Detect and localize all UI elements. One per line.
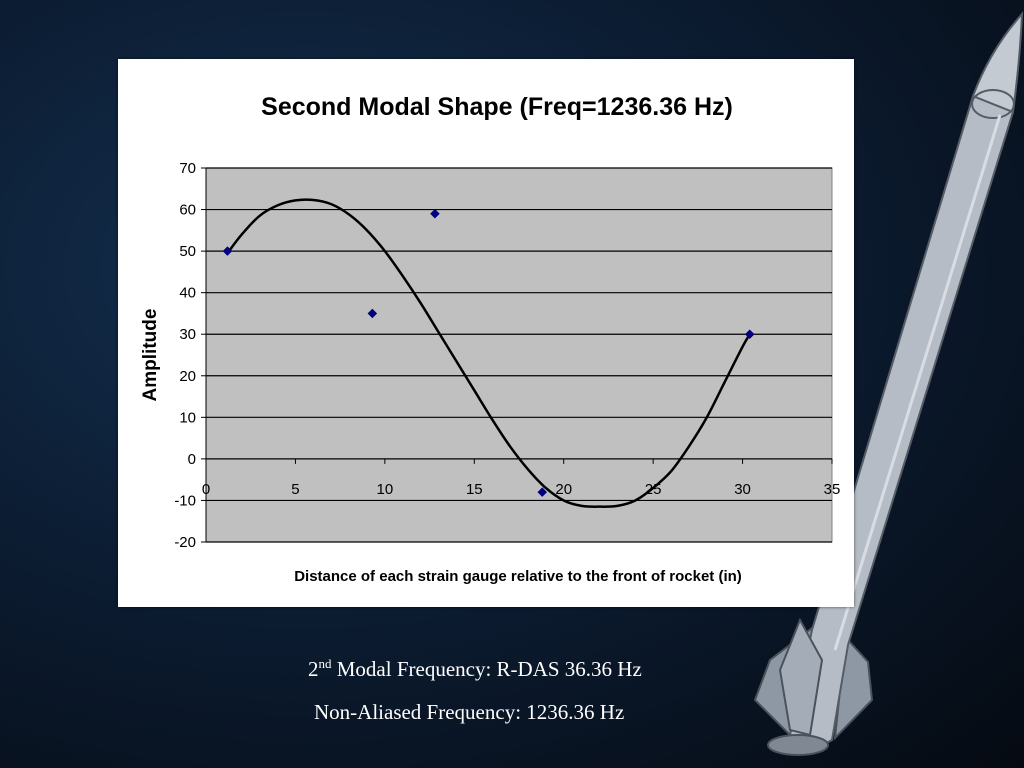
y-tick-label: 60 (179, 202, 196, 219)
rocket-nozzle (767, 734, 829, 756)
chart-title: Second Modal Shape (Freq=1236.36 Hz) (261, 93, 733, 121)
x-tick-label: 5 (291, 481, 299, 498)
rocket-nose-cone (971, 11, 1024, 114)
data-point (367, 308, 378, 319)
data-point (537, 487, 548, 497)
y-tick-labels: 70 60 50 40 30 20 10 0 -10 -20 (174, 160, 206, 551)
caption-modal-frequency: 2nd Modal Frequency: R-DAS 36.36 Hz (308, 656, 642, 682)
y-tick-label: 50 (179, 243, 196, 260)
grid-lines (206, 167, 832, 543)
y-tick-label: 70 (179, 160, 196, 177)
chart-panel: Second Modal Shape (Freq=1236.36 Hz) 70 6… (118, 59, 854, 607)
x-tick-label: 15 (466, 481, 483, 498)
y-axis-label: Amplitude (140, 309, 161, 402)
data-point (430, 208, 440, 219)
y-tick-label: 30 (179, 326, 196, 343)
x-tick-label: 10 (377, 481, 394, 498)
rocket-highlight (833, 114, 1002, 651)
chart-svg: Second Modal Shape (Freq=1236.36 Hz) 70 6… (140, 93, 841, 585)
x-axis-label: Distance of each strain gauge relative t… (294, 568, 742, 585)
y-tick-label: -10 (174, 492, 196, 509)
rocket-band (971, 89, 1015, 119)
trendline-curve (226, 198, 751, 508)
x-tick-label: 35 (824, 481, 841, 498)
caption-ordinal: 2 (308, 657, 319, 681)
y-tick-label: 0 (188, 451, 196, 468)
data-point (222, 246, 233, 256)
x-tick-label: 20 (555, 481, 572, 498)
rocket-fin-front (778, 617, 824, 737)
data-point (744, 329, 755, 340)
caption-modal-frequency-text: Modal Frequency: R-DAS 36.36 Hz (331, 657, 642, 681)
y-tick-label: 20 (179, 368, 196, 385)
plot-area (205, 167, 833, 543)
y-tick-label: -20 (174, 534, 196, 551)
y-tick-label: 40 (179, 285, 196, 302)
data-markers (222, 208, 755, 497)
x-tick-label: 30 (734, 481, 751, 498)
caption-non-aliased-frequency: Non-Aliased Frequency: 1236.36 Hz (314, 700, 625, 724)
caption-ordinal-suffix: nd (318, 656, 332, 671)
y-tick-label: 10 (179, 409, 196, 426)
